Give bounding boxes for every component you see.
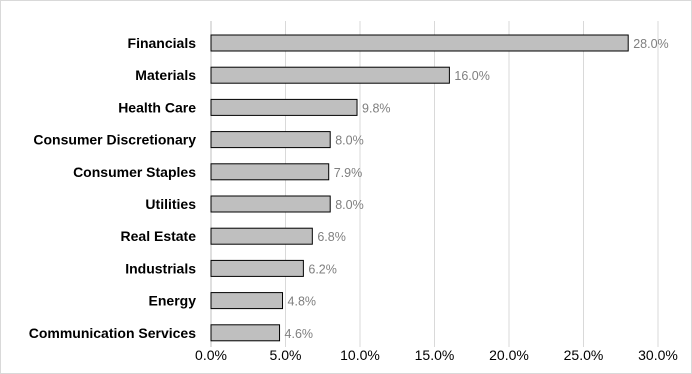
value-label: 4.8% — [288, 295, 317, 309]
category-label: Energy — [149, 293, 197, 309]
category-label: Real Estate — [121, 228, 197, 244]
value-label: 4.6% — [285, 327, 314, 341]
x-tick-label: 30.0% — [638, 347, 678, 363]
x-tick-label: 5.0% — [270, 347, 302, 363]
x-tick-label: 25.0% — [564, 347, 604, 363]
bar — [210, 34, 629, 52]
value-label: 6.2% — [308, 262, 337, 276]
category-label: Health Care — [118, 99, 196, 115]
value-label: 8.0% — [335, 134, 364, 148]
bar — [210, 227, 313, 245]
value-label: 28.0% — [633, 37, 668, 51]
bar — [210, 259, 304, 277]
bar — [210, 66, 450, 84]
x-tick-label: 10.0% — [340, 347, 380, 363]
category-label: Consumer Staples — [73, 164, 196, 180]
value-label: 9.8% — [362, 101, 391, 115]
category-label: Financials — [128, 35, 197, 51]
x-tick-label: 0.0% — [195, 347, 227, 363]
category-label: Industrials — [125, 260, 196, 276]
x-tick-labels: 0.0% 5.0% 10.0% 15.0% 20.0% 25.0% 30.0% — [195, 347, 678, 363]
value-label: 8.0% — [335, 198, 364, 212]
bar — [210, 98, 358, 116]
category-label: Materials — [135, 67, 196, 83]
value-label: 6.8% — [317, 230, 346, 244]
x-tick-label: 15.0% — [415, 347, 455, 363]
category-label: Communication Services — [29, 325, 196, 341]
value-label: 16.0% — [454, 69, 489, 83]
bar — [210, 292, 284, 310]
bar — [210, 131, 331, 149]
category-label: Consumer Discretionary — [33, 132, 196, 148]
category-labels: Financials Materials Health Care Consumer D… — [29, 35, 196, 341]
bar — [210, 195, 331, 213]
bars — [210, 34, 629, 342]
value-label: 7.9% — [334, 166, 363, 180]
x-tick-label: 20.0% — [489, 347, 529, 363]
category-label: Utilities — [145, 196, 196, 212]
bar — [210, 163, 330, 181]
value-labels: 28.0% 16.0% 9.8% 8.0% 7.9% 8.0% 6.8% 6.2% 4.8% 4.… — [285, 37, 669, 341]
bar — [210, 324, 281, 342]
